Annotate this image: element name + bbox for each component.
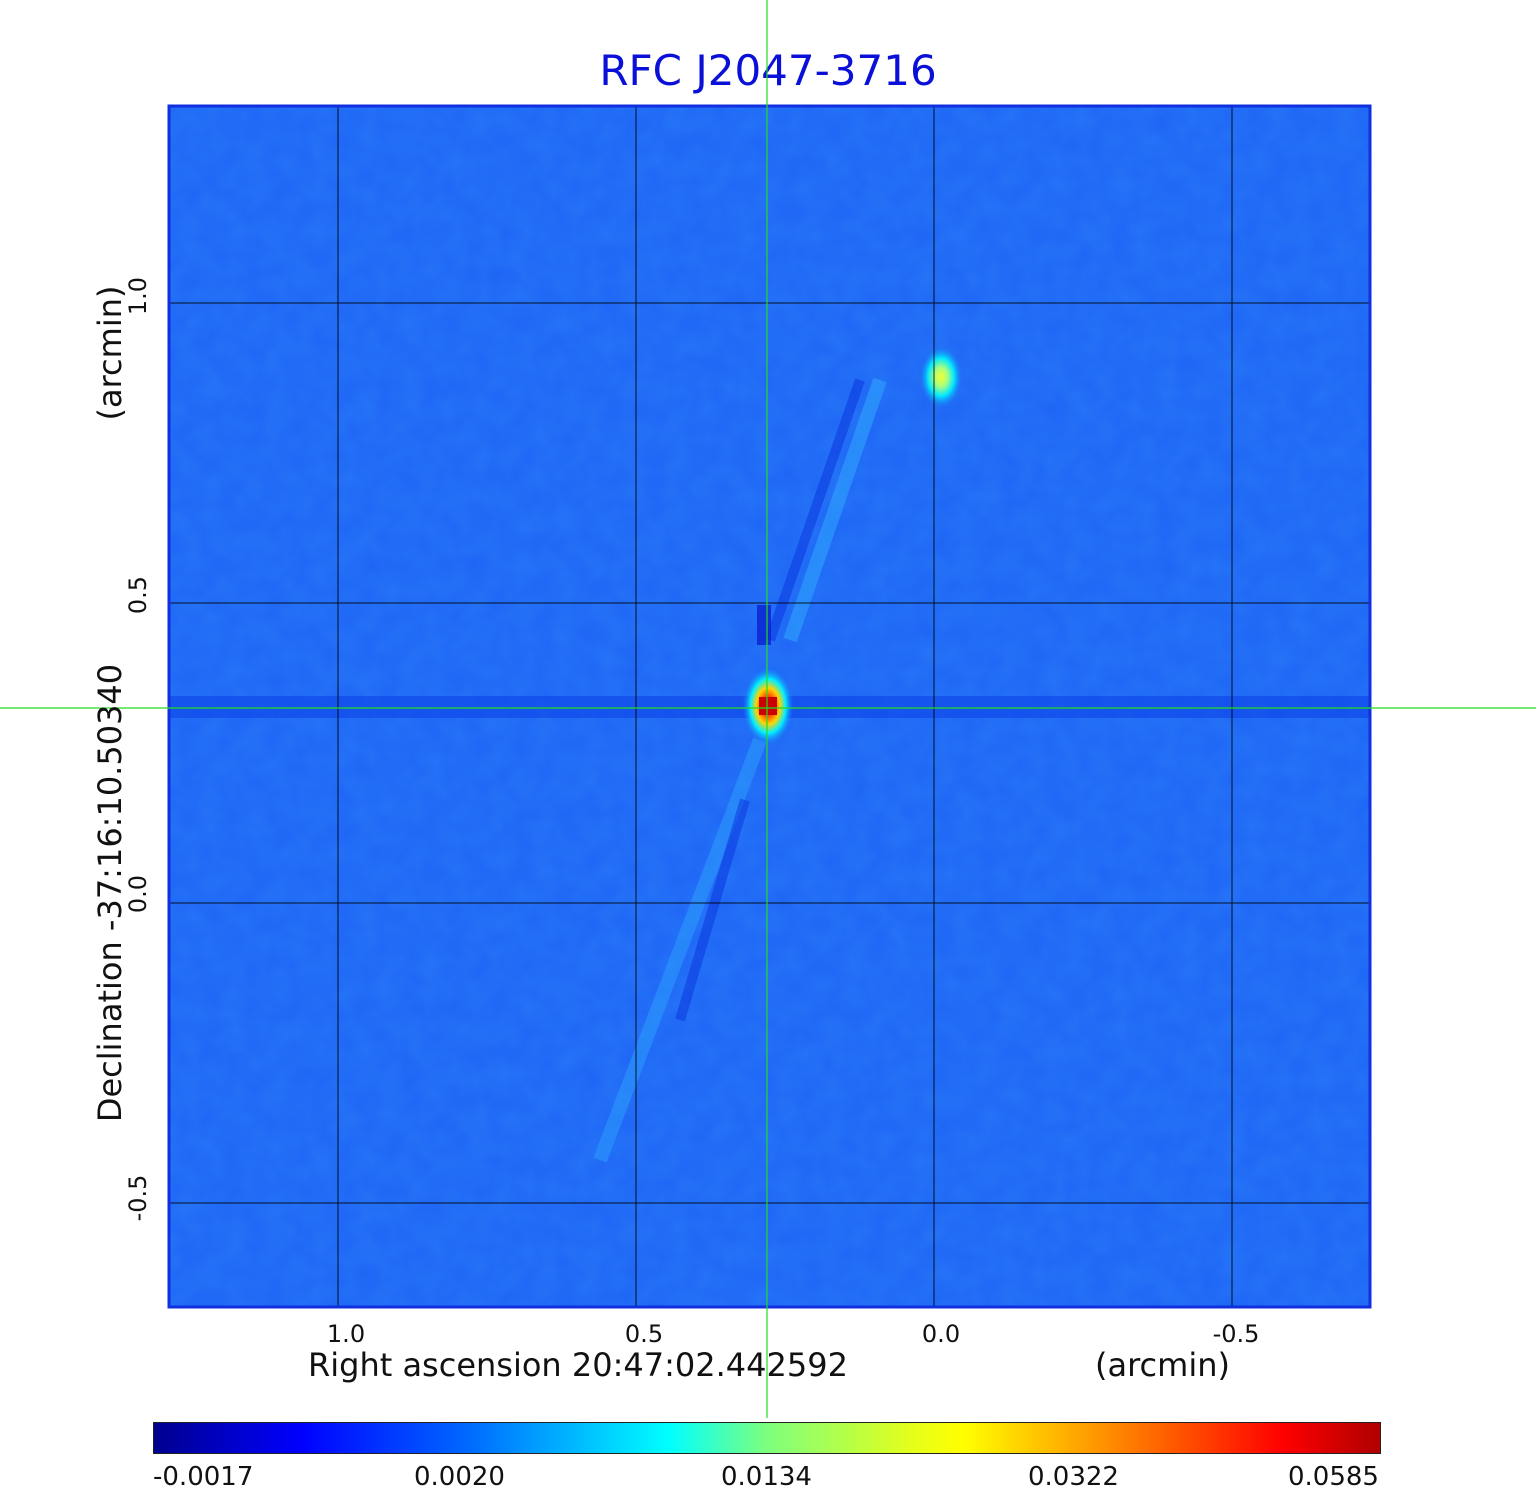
dark-notch: [757, 605, 771, 645]
streak-lower-dark: [675, 798, 750, 1022]
x-axis-unit: (arcmin): [1095, 1346, 1230, 1384]
streak-upper: [783, 377, 887, 643]
grid-lines: [169, 106, 1370, 1307]
colorbar-tick-label: 0.0020: [414, 1462, 505, 1492]
colorbar-tick-label: 0.0322: [1028, 1462, 1119, 1492]
colorbar: [153, 1422, 1381, 1454]
image-artifacts: [169, 345, 1370, 1163]
colorbar-tick-label: -0.0017: [153, 1462, 254, 1492]
y-axis-unit: (arcmin): [91, 285, 129, 421]
x-tick-label: 0.5: [624, 1320, 664, 1348]
y-tick-label: 0.5: [124, 575, 152, 615]
colorbar-tick-label: 0.0134: [721, 1462, 812, 1492]
x-tick-label: 0.0: [921, 1320, 961, 1348]
plot-title: RFC J2047-3716: [599, 46, 937, 95]
streak-lower: [593, 737, 767, 1163]
x-tick-label: -0.5: [1212, 1320, 1260, 1348]
map-frame: [167, 104, 1372, 1309]
x-tick-label: 1.0: [326, 1320, 366, 1348]
sky-map: [0, 0, 1536, 1418]
y-tick-label: -0.5: [124, 1174, 152, 1222]
colorbar-tick-label: 0.0585: [1288, 1462, 1379, 1492]
secondary-source: [919, 345, 963, 409]
primary-peak-core: [759, 697, 777, 715]
streak-upper-dark: [765, 378, 865, 642]
y-axis-label: Declination -37:16:10.50340: [91, 663, 129, 1123]
x-axis-label: Right ascension 20:47:02.442592: [308, 1346, 848, 1384]
